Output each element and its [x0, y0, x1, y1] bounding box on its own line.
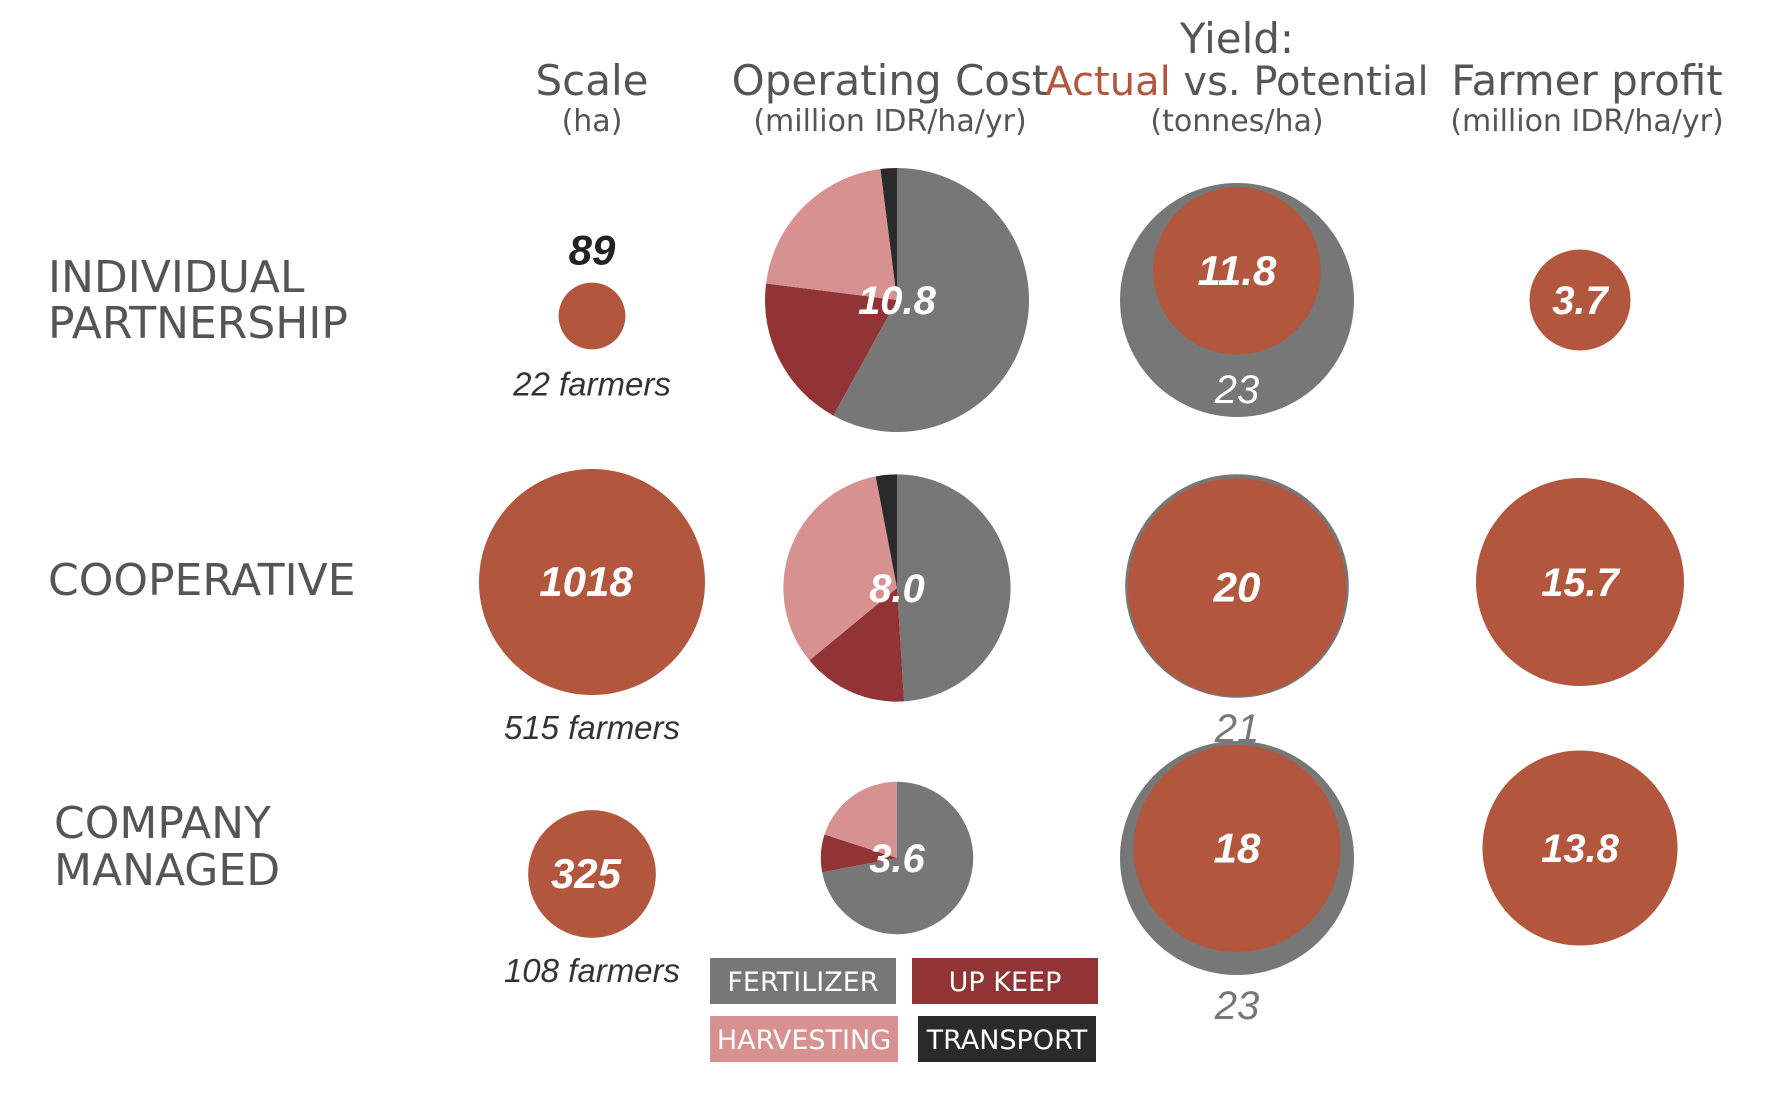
cost-slice-upkeep [820, 834, 897, 873]
scale-farmers-label: 515 farmers [504, 709, 680, 746]
scale-farmers-label: 22 farmers [512, 365, 671, 402]
yield-actual-bubble [1153, 187, 1321, 355]
row-label-cooperative: COOPERATIVE [48, 555, 356, 606]
row-label-individual-partnership: INDIVIDUAL PARTNERSHIP [48, 252, 348, 349]
cost-slice-transport [880, 168, 897, 300]
scale-value-label: 89 [569, 227, 616, 274]
cost-slice-fertilizer [833, 168, 1029, 432]
row-label-line: MANAGED [54, 845, 280, 896]
legend-label-transport: TRANSPORT [926, 1025, 1088, 1056]
cost-total-label: 8.0 [869, 567, 925, 611]
header-operating-cost-title: Operating Cost [732, 56, 1049, 105]
cost-slice-transport [875, 474, 897, 588]
profit-value-label: 15.7 [1541, 561, 1621, 605]
profit-bubble [1482, 750, 1678, 946]
yield-actual-bubble [1127, 478, 1347, 697]
profit-value-label: 3.7 [1552, 279, 1609, 323]
header-farmer-profit-title: Farmer profit [1451, 56, 1723, 105]
row-labels: INDIVIDUAL PARTNERSHIP COOPERATIVE COMPA… [48, 252, 356, 896]
chart-marks: 89 22 farmers 1018 515 farmers 325 108 farmer… [479, 168, 1684, 1028]
scale-value-label: 1018 [539, 558, 633, 605]
yield-actual-label: 20 [1213, 563, 1261, 610]
header-operating-cost-unit: (million IDR/ha/yr) [753, 104, 1026, 139]
profit-bubble [1529, 249, 1631, 351]
header-scale-unit: (ha) [562, 104, 623, 139]
cost-slice-fertilizer [822, 781, 974, 935]
cost-slice-upkeep [764, 283, 897, 416]
row-label-line: COMPANY [54, 798, 271, 849]
profit-bubble [1476, 478, 1684, 686]
scale-bubble [479, 469, 705, 695]
cost-slice-upkeep [809, 588, 905, 702]
header-yield-unit: (tonnes/ha) [1150, 104, 1323, 139]
cost-total-label: 10.8 [858, 279, 937, 323]
scale-bubble [558, 282, 626, 350]
legend-swatch-upkeep [912, 958, 1098, 1004]
cost-slice-harvesting [766, 169, 897, 300]
header-yield-title: Yield: [1179, 14, 1294, 63]
legend-swatch-harvesting [710, 1016, 898, 1062]
row-label-line: PARTNERSHIP [48, 298, 348, 349]
header-yield-legend: Actual vs. Potential [1045, 59, 1428, 105]
header-yield-potential: vs. Potential [1171, 59, 1429, 105]
cost-slice-harvesting [783, 476, 897, 661]
legend-label-fertilizer: FERTILIZER [727, 967, 878, 998]
header-farmer-profit-unit: (million IDR/ha/yr) [1450, 104, 1723, 139]
legend-swatch-transport [918, 1016, 1096, 1062]
profit-value-label: 13.8 [1541, 827, 1620, 871]
yield-potential-label: 23 [1214, 368, 1260, 412]
cost-slice-fertilizer [897, 474, 1011, 702]
row-label-line: COOPERATIVE [48, 555, 356, 606]
header-scale-title: Scale [536, 56, 649, 105]
legend: FERTILIZER UP KEEP HARVESTING TRANSPORT [710, 958, 1098, 1062]
yield-actual-bubble [1133, 745, 1341, 953]
yield-potential-label: 23 [1214, 984, 1260, 1028]
scale-farmers-label: 108 farmers [504, 952, 680, 989]
column-headers: Scale (ha) Operating Cost (million IDR/h… [536, 14, 1724, 139]
scale-value-label: 325 [551, 850, 622, 897]
yield-actual-label: 11.8 [1198, 247, 1277, 294]
row-label-line: INDIVIDUAL [48, 252, 305, 303]
legend-label-harvesting: HARVESTING [717, 1025, 891, 1056]
cost-total-label: 3.6 [869, 837, 925, 881]
legend-swatch-fertilizer [710, 958, 896, 1004]
cost-slice-harvesting [824, 781, 897, 858]
scale-bubble [528, 810, 656, 938]
header-yield-actual: Actual [1045, 59, 1170, 105]
yield-actual-label: 18 [1214, 825, 1261, 872]
legend-label-upkeep: UP KEEP [949, 967, 1062, 998]
row-label-company-managed: COMPANY MANAGED [54, 798, 285, 896]
